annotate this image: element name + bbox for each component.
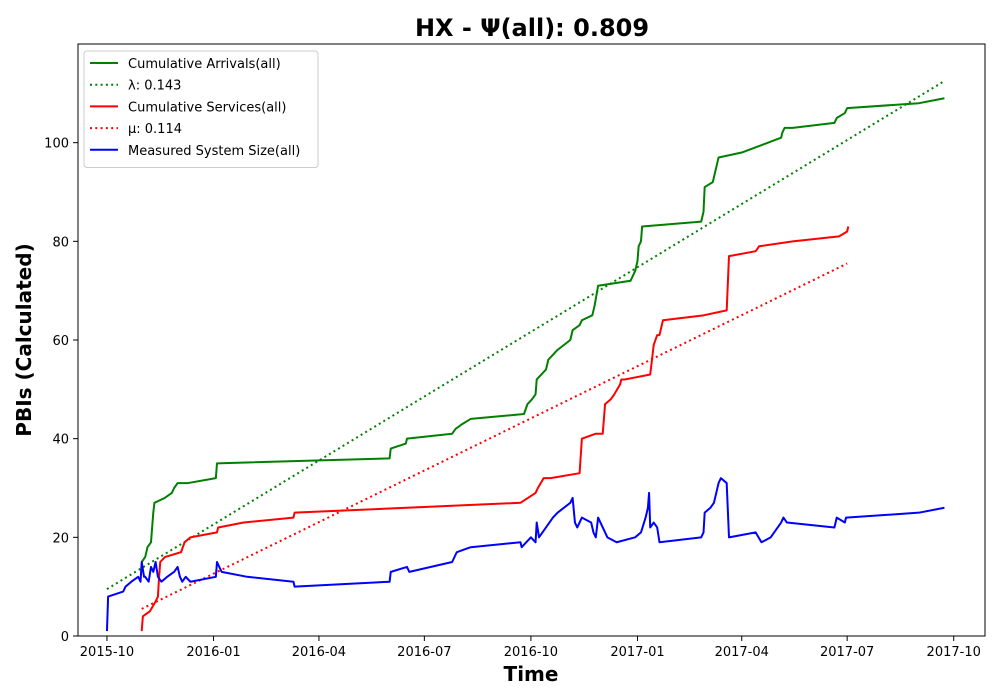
y-tick-label: 60 xyxy=(52,334,69,349)
legend-label: λ: 0.143 xyxy=(128,79,181,94)
series-line-3 xyxy=(141,262,848,610)
x-tick-label: 2016-04 xyxy=(292,645,346,660)
legend: Cumulative Arrivals(all) λ: 0.143 Cumulati… xyxy=(83,50,319,168)
legend-box xyxy=(83,50,319,168)
y-axis-label: PBIs (Calculated) xyxy=(12,243,36,436)
x-tick-label: 2016-10 xyxy=(504,645,558,660)
chart-title: HX - Ψ(all): 0.809 xyxy=(415,14,649,42)
y-tick-label: 0 xyxy=(61,630,69,645)
y-tick-label: 20 xyxy=(52,531,69,546)
series-layer xyxy=(105,80,945,632)
x-tick-label: 2017-10 xyxy=(927,645,981,660)
legend-label: μ: 0.114 xyxy=(128,122,182,137)
x-tick-label: 2017-01 xyxy=(610,645,664,660)
series-line-1 xyxy=(106,80,945,590)
legend-label: Cumulative Arrivals(all) xyxy=(128,57,281,72)
y-tick-label: 40 xyxy=(52,433,69,448)
x-tick-label: 2016-01 xyxy=(186,645,240,660)
x-axis: 2015-10 2016-01 2016-04 2016-07 2016-10 2017-… xyxy=(80,636,981,660)
y-tick-label: 100 xyxy=(44,137,69,152)
y-tick-label: 80 xyxy=(52,235,69,250)
legend-label: Cumulative Services(all) xyxy=(128,100,286,115)
series-line-2 xyxy=(140,226,850,632)
x-tick-label: 2017-04 xyxy=(715,645,769,660)
legend-label: Measured System Size(all) xyxy=(128,144,300,159)
x-tick-label: 2017-07 xyxy=(820,645,874,660)
y-axis: 0 20 40 60 80 100 xyxy=(44,137,78,645)
x-tick-label: 2015-10 xyxy=(80,645,134,660)
x-tick-label: 2016-07 xyxy=(397,645,451,660)
series-line-0 xyxy=(140,97,945,563)
series-line-4 xyxy=(105,477,945,632)
x-axis-label: Time xyxy=(504,662,559,686)
